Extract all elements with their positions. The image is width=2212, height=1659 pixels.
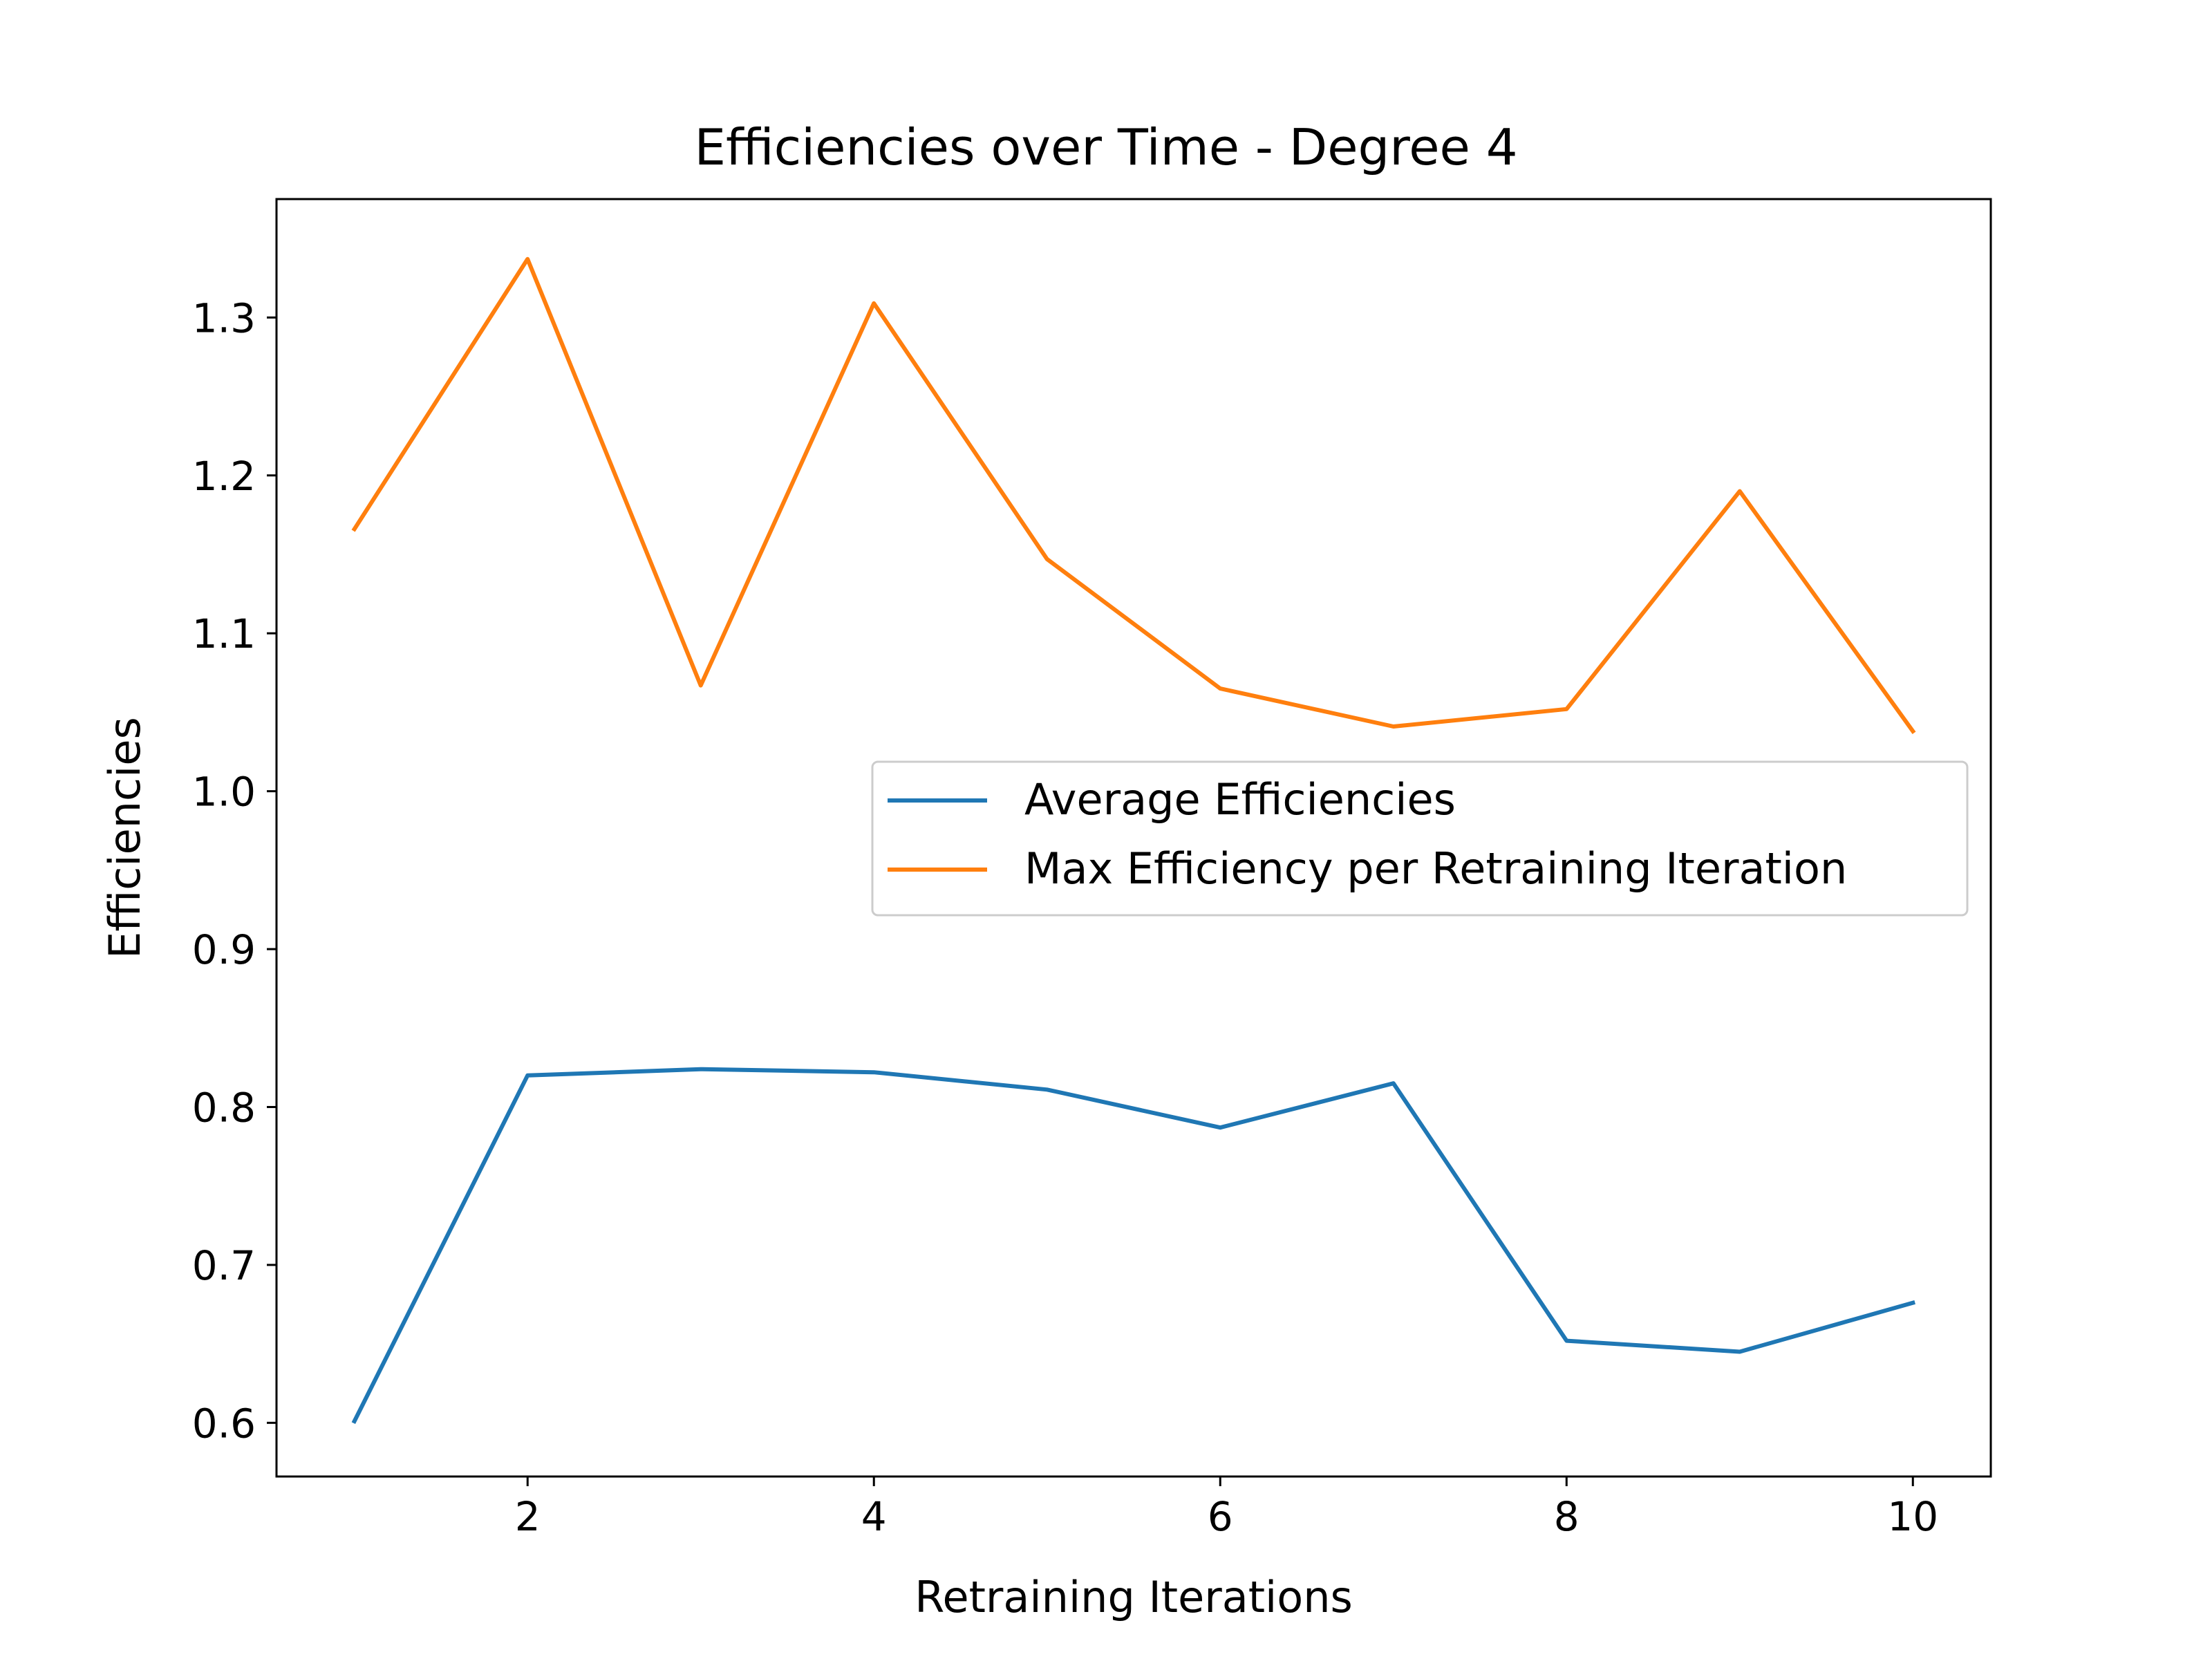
data-point [1566,1340,1567,1341]
x-tick-label: 10 [1887,1493,1938,1540]
data-point [1739,1351,1740,1352]
plot-frame [275,198,1992,1478]
data-point [1393,1083,1394,1084]
series-layer [351,256,1916,1425]
x-axis-label: Retraining Iterations [915,1572,1353,1622]
x-tick-label: 4 [861,1493,887,1540]
data-point [1220,1127,1221,1128]
ticks-layer: 2 4 6 8 10 0.6 0.7 0.8 0.9 1.0 1.1 1.2 1.3 [192,294,1938,1540]
x-tick-label: 6 [1208,1493,1233,1540]
series-line-average [351,1067,1916,1425]
y-tick-label: 0.9 [192,926,256,973]
y-tick-label: 0.8 [192,1084,256,1131]
data-point [354,1421,355,1422]
series-line-max [351,256,1916,734]
data-point [1220,688,1221,689]
legend-box [871,760,1969,917]
y-tick-label: 0.7 [192,1242,256,1289]
y-tick-label: 1.0 [192,769,256,816]
y-tick-label: 1.1 [192,610,256,657]
legend-label-average: Average Efficiencies [1024,774,1456,825]
legend: Average Efficiencies Max Efficiency per … [871,760,1969,917]
y-axis-label: Efficiencies [100,717,150,959]
chart-title: Efficiencies over Time - Degree 4 [694,118,1517,176]
legend-label-max: Max Efficiency per Retraining Iteration [1024,843,1847,894]
data-point [1393,726,1394,727]
y-tick-label: 1.2 [192,453,256,500]
x-tick-label: 2 [515,1493,541,1540]
x-tick-label: 8 [1554,1493,1580,1540]
data-point [527,1075,528,1076]
data-point [700,685,701,686]
y-tick-label: 1.3 [192,294,256,341]
y-tick-label: 0.6 [192,1400,256,1447]
